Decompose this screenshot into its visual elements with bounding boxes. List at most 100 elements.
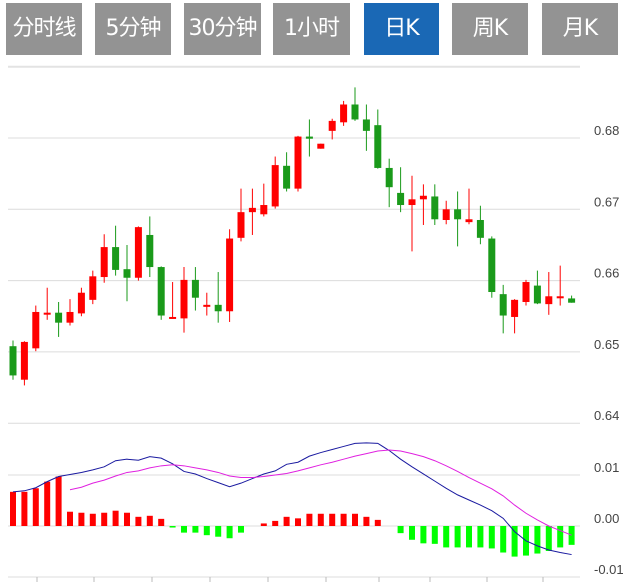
y-tick-label: 0.65 [594,337,619,352]
macd-bar [10,491,16,526]
y-tick-label: 0.00 [594,511,619,526]
macd-bar [203,526,210,536]
macd-bar [55,476,62,526]
y-tick-label: -0.01 [594,562,624,577]
candle-up [32,311,40,349]
macd-bar [146,515,153,526]
candle-down [351,104,359,120]
candle-up [408,199,416,206]
tab-monthly-k[interactable]: 月K [542,3,618,55]
macd-bar [306,513,313,526]
candle-up [134,227,142,278]
candle-up [20,341,28,380]
tab-intraday[interactable]: 分时线 [6,3,82,55]
candle-down [362,119,370,131]
candle-down [499,294,507,316]
macd-bar [158,518,165,526]
y-tick-label: 0.67 [594,194,619,209]
macd-bar [112,510,119,526]
candle-up [340,104,348,123]
macd-bar [352,513,358,526]
macd-bar [363,516,370,526]
macd-bar [192,526,199,533]
tab-weekly-k[interactable]: 周K [452,3,528,55]
candle-up [180,279,188,319]
candle-down [55,312,63,323]
macd-bar [135,516,142,526]
macd-bar [238,526,244,533]
candle-up [522,282,530,302]
candle-up [226,238,234,312]
macd-bar [329,513,336,526]
candle-up [89,276,97,300]
macd-bar [101,512,108,526]
tab-5min[interactable]: 5分钟 [95,3,171,55]
candle-up [271,165,279,207]
candle-down [283,165,291,189]
candle-up [317,143,325,149]
macd-bar [466,526,472,548]
period-tabs: 分时线 5分钟 30分钟 1小时 日K 周K 月K [0,0,640,60]
candle-up [260,205,268,215]
macd-bar [169,526,176,528]
macd-bar [272,520,279,526]
candle-down [214,304,222,312]
candle-down [146,234,154,268]
candle-down [431,196,439,220]
candle-down [9,346,17,376]
candle-down [568,298,576,303]
dif-line [12,442,572,556]
candle-up [294,136,302,189]
macd-bar [44,481,51,526]
tab-30min[interactable]: 30分钟 [184,3,261,55]
candle-down [191,279,199,298]
candle-down [476,219,484,238]
macd-bar [67,511,73,526]
candle-down [305,136,313,139]
macd-bar [295,518,301,526]
y-tick-label: 0.01 [594,460,619,475]
candle-up [556,296,564,299]
candle-down [123,269,131,278]
macd-bar [454,526,461,548]
macd-bar [500,526,507,553]
macd-bar [32,488,39,526]
macd-bar [89,513,96,526]
candle-up [100,247,108,278]
tab-1hour[interactable]: 1小时 [273,3,350,55]
candle-down [385,167,393,188]
candle-down [157,267,165,316]
macd-bar [124,512,130,526]
y-tick-label: 0.68 [594,123,619,138]
candle-down [454,209,462,220]
macd-bar [409,526,415,540]
macd-bar [431,526,438,544]
candle-down [374,125,382,168]
candle-up [465,219,473,223]
dea-line [69,449,572,536]
candle-up [442,209,450,220]
candle-down [397,192,405,206]
macd-bar [568,526,575,545]
macd-bar [511,526,518,557]
macd-bar [477,526,484,548]
macd-bar [374,519,381,526]
macd-bar [534,526,541,554]
macd-bar [215,526,222,537]
tab-daily-k[interactable]: 日K [364,3,439,55]
candle-up [248,207,256,213]
macd-bar [283,516,290,526]
y-tick-label: 0.64 [594,408,619,423]
macd-bar [420,526,427,544]
macd-bar [557,526,564,548]
macd-bar [78,512,85,526]
candle-down [533,285,541,304]
candle-up [328,120,336,131]
macd-bar [21,491,28,526]
macd-bar [488,526,495,549]
macd-bar [181,526,187,533]
candle-down [488,238,496,293]
macd-bar [443,526,450,548]
macd-bar [397,526,404,534]
